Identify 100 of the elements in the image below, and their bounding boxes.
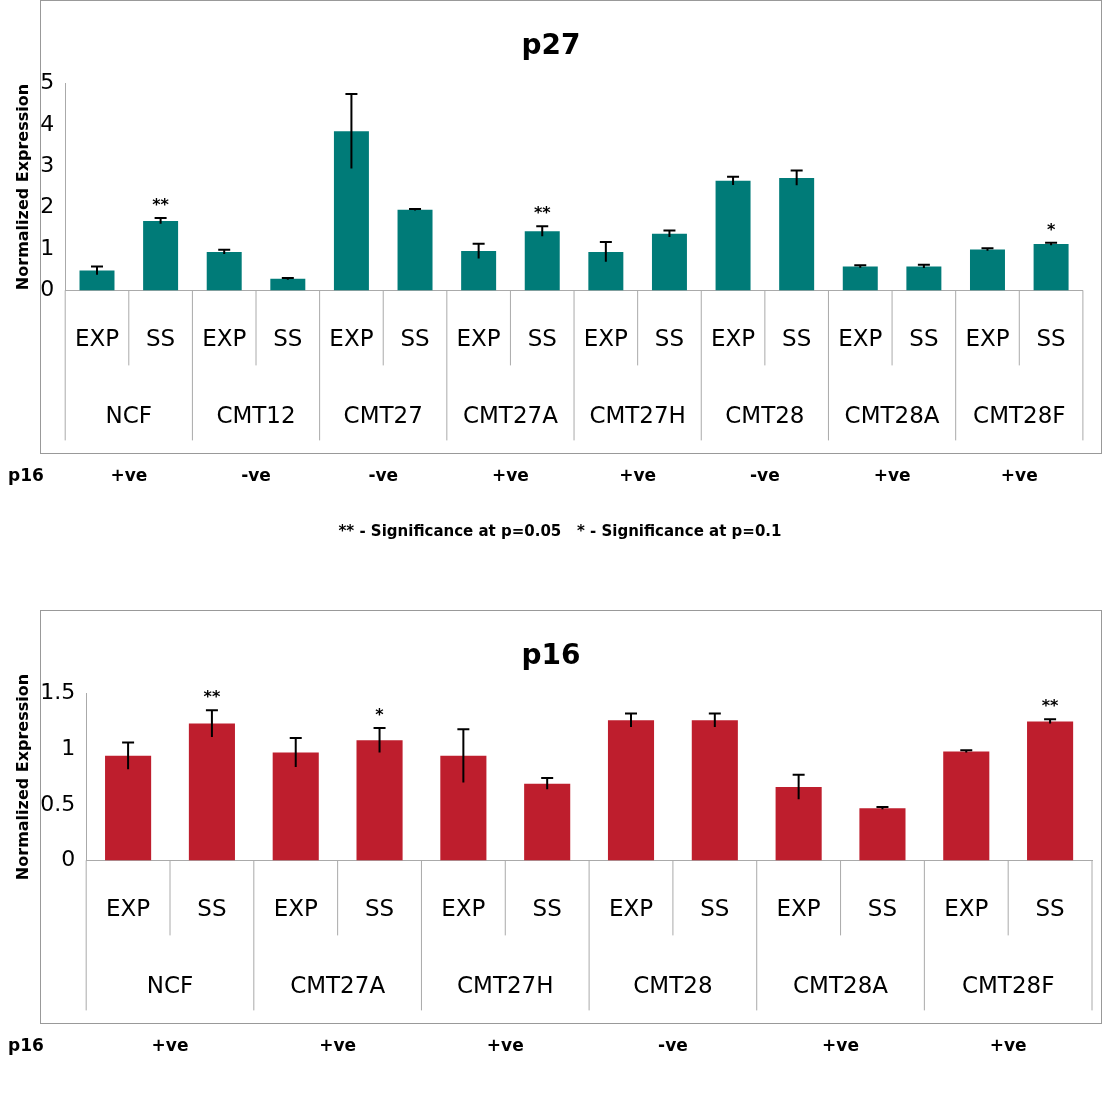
bar bbox=[206, 251, 242, 291]
bar bbox=[607, 720, 655, 861]
bar bbox=[859, 808, 906, 861]
bar bbox=[143, 220, 179, 291]
text: CMT27A bbox=[462, 402, 559, 429]
bar bbox=[272, 752, 319, 861]
text: -ve bbox=[658, 1034, 688, 1055]
bar bbox=[651, 233, 687, 291]
bar bbox=[524, 231, 560, 291]
text: +ve bbox=[619, 464, 657, 485]
text: CMT27H bbox=[589, 402, 686, 429]
data-label: ** bbox=[152, 195, 170, 215]
text: CMT12 bbox=[216, 402, 296, 429]
x-tick-label: EXP bbox=[273, 895, 318, 922]
x-tick-label: SS bbox=[654, 325, 685, 352]
text: -ve bbox=[241, 464, 271, 485]
data-label: ** bbox=[533, 203, 552, 223]
x-tick-label: EXP bbox=[583, 325, 629, 352]
text: p16 bbox=[8, 464, 44, 485]
text: p16 bbox=[8, 1034, 44, 1055]
x-tick-label: SS bbox=[1036, 325, 1066, 352]
chart-title: p16 bbox=[521, 638, 581, 672]
bar bbox=[188, 723, 235, 861]
y-tick-label: 1.5 bbox=[40, 679, 76, 705]
y-axis-title: Normalized Expression bbox=[12, 83, 32, 291]
y-tick-label: 0 bbox=[61, 846, 76, 872]
bar bbox=[779, 177, 815, 291]
text: CMT27 bbox=[343, 402, 423, 429]
x-tick-label: EXP bbox=[74, 325, 120, 352]
bar bbox=[524, 783, 571, 861]
bar bbox=[943, 751, 990, 861]
text: -ve bbox=[750, 464, 780, 485]
x-tick-label: SS bbox=[700, 895, 730, 922]
x-tick-label: EXP bbox=[202, 325, 247, 352]
bar bbox=[270, 278, 306, 291]
x-tick-label: EXP bbox=[710, 325, 756, 352]
text: CMT28A bbox=[844, 402, 940, 429]
text: CMT27A bbox=[290, 972, 386, 999]
y-tick-label: 0 bbox=[40, 276, 55, 302]
text: CMT27H bbox=[457, 972, 554, 999]
x-tick-label: EXP bbox=[965, 325, 1010, 352]
x-tick-label: SS bbox=[1035, 895, 1065, 922]
y-axis-title: Normalized Expression bbox=[12, 673, 32, 881]
text: NCF bbox=[146, 972, 194, 999]
text: CMT28F bbox=[973, 402, 1066, 429]
x-tick-label: SS bbox=[273, 325, 303, 352]
bar bbox=[356, 740, 403, 861]
data-label: * bbox=[375, 705, 385, 725]
x-tick-label: SS bbox=[197, 895, 227, 922]
text: CMT28F bbox=[961, 972, 1055, 999]
y-tick-label: 1 bbox=[61, 734, 76, 760]
text: +ve bbox=[989, 1034, 1027, 1055]
bar bbox=[461, 251, 497, 291]
text: +ve bbox=[486, 1034, 524, 1055]
y-tick-label: 2 bbox=[40, 193, 55, 219]
bar bbox=[588, 251, 624, 291]
y-tick-label: 3 bbox=[40, 152, 55, 178]
x-tick-label: EXP bbox=[106, 895, 151, 922]
x-tick-label: EXP bbox=[838, 325, 883, 352]
x-tick-label: SS bbox=[909, 325, 939, 352]
text: +ve bbox=[151, 1034, 189, 1055]
bar bbox=[715, 180, 751, 291]
bar bbox=[440, 755, 487, 861]
y-tick-label: 0.5 bbox=[40, 790, 76, 816]
text: -ve bbox=[368, 464, 399, 485]
chart-title: p27 bbox=[521, 28, 581, 62]
bar bbox=[1027, 721, 1074, 861]
text: CMT28A bbox=[793, 972, 889, 999]
text: +ve bbox=[319, 1034, 357, 1055]
x-tick-label: SS bbox=[782, 325, 812, 352]
text: +ve bbox=[1000, 464, 1038, 485]
y-tick-label: 4 bbox=[40, 110, 55, 136]
bar bbox=[969, 249, 1005, 291]
x-tick-label: EXP bbox=[329, 325, 374, 352]
x-tick-label: EXP bbox=[944, 895, 989, 922]
x-tick-label: SS bbox=[527, 325, 557, 352]
data-label: * bbox=[1046, 219, 1056, 239]
x-tick-label: SS bbox=[146, 325, 176, 352]
text: +ve bbox=[873, 464, 911, 485]
text: +ve bbox=[822, 1034, 859, 1055]
y-tick-label: 5 bbox=[40, 69, 55, 95]
text: NCF bbox=[105, 402, 153, 429]
text: CMT28 bbox=[633, 972, 713, 999]
x-tick-label: EXP bbox=[441, 895, 486, 922]
y-tick-label: 1 bbox=[40, 234, 55, 260]
data-label: ** bbox=[1041, 696, 1060, 716]
x-tick-label: EXP bbox=[776, 895, 821, 922]
x-tick-label: EXP bbox=[456, 325, 501, 352]
bar bbox=[775, 787, 822, 861]
bar bbox=[397, 209, 433, 291]
data-label: ** bbox=[203, 687, 221, 707]
bar bbox=[906, 266, 942, 291]
x-tick-label: SS bbox=[400, 325, 430, 352]
x-tick-label: SS bbox=[867, 895, 898, 922]
text: CMT28 bbox=[725, 402, 805, 429]
bar bbox=[1033, 244, 1069, 291]
bar bbox=[333, 131, 369, 291]
text: ** - Significance at p=0.05 * - Significance at p=0.1 bbox=[338, 522, 782, 541]
bar bbox=[105, 755, 152, 861]
text: +ve bbox=[110, 464, 148, 485]
